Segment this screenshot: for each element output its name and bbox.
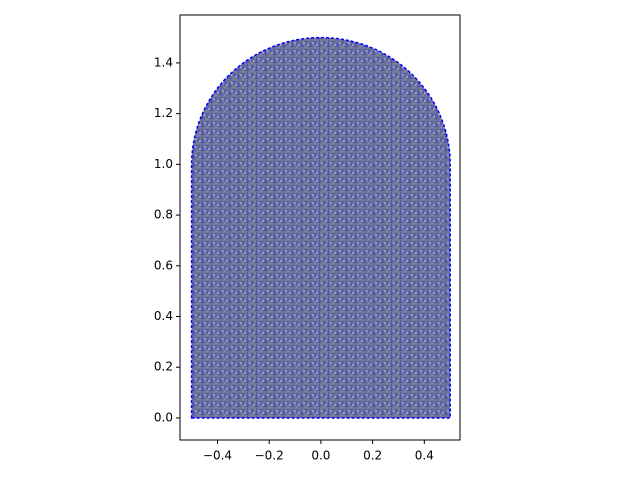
y-tick-label: 0.2 bbox=[154, 360, 173, 374]
y-tick-label: 1.0 bbox=[154, 157, 173, 171]
y-tick-label: 0.8 bbox=[154, 208, 173, 222]
x-tick-label: 0.2 bbox=[363, 449, 382, 463]
y-tick-label: 1.2 bbox=[154, 106, 173, 120]
x-tick-label: 0.0 bbox=[311, 449, 330, 463]
x-tick-label: −0.4 bbox=[203, 449, 232, 463]
x-tick-label: 0.4 bbox=[415, 449, 434, 463]
mesh bbox=[191, 37, 451, 418]
y-tick-label: 0.0 bbox=[154, 410, 173, 424]
y-tick-label: 0.4 bbox=[154, 309, 173, 323]
y-tick-label: 0.6 bbox=[154, 258, 173, 272]
x-tick-label: −0.2 bbox=[255, 449, 284, 463]
axes-frame bbox=[179, 14, 461, 441]
y-tick-label: 1.4 bbox=[154, 55, 173, 69]
